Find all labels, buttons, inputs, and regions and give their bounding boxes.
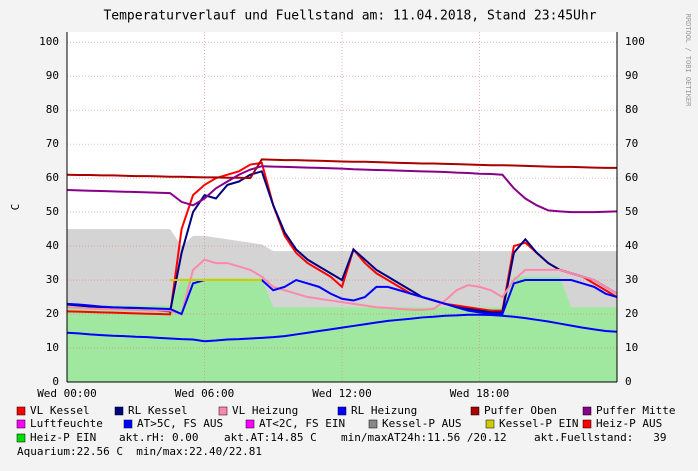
legend-label: Heiz-P AUS [596,417,662,430]
line [66,258,618,316]
x-tick-label: Wed 00:00 [37,387,97,400]
legend-swatch [582,406,592,416]
info-text: min/maxAT24h:11.56 /20.12 [341,431,507,444]
line [66,161,618,316]
y-tick-label: 70 [625,137,638,150]
y-tick-label: 100 [39,35,59,48]
legend-label: VL Heizung [232,404,298,417]
y-tick-label: 80 [625,103,638,116]
y-tick-label: 60 [625,171,638,184]
y-tick-label: 50 [625,205,638,218]
y-tick-label: 100 [625,35,645,48]
y-tick-label: 40 [625,239,638,252]
legend-swatch [16,406,26,416]
y-tick-label: 90 [46,69,59,82]
legend-label: Puffer Oben [484,404,557,417]
info-text: akt.AT:14.85 C [224,431,317,444]
line [66,165,618,214]
legend-label: Kessel-P AUS [382,417,461,430]
legend-swatch [368,419,378,429]
y-tick-label: 20 [46,307,59,320]
legend-swatch [485,419,495,429]
legend-swatch [16,419,26,429]
y-tick-label: 30 [625,273,638,286]
legend-label: RL Heizung [351,404,417,417]
y-tick-label: 50 [46,205,59,218]
legend-swatch [218,406,228,416]
legend-label: Puffer Mitte [596,404,675,417]
legend-swatch [582,419,592,429]
info-text: akt.rH: 0.00 [119,431,198,444]
y-tick-label: 10 [625,341,638,354]
legend-label: VL Kessel [30,404,90,417]
legend-swatch [16,433,26,443]
y-tick-label: 70 [46,137,59,150]
y-tick-label: 20 [625,307,638,320]
legend-label: AT<2C, FS EIN [259,417,345,430]
y-tick-label: 40 [46,239,59,252]
x-tick-label: Wed 18:00 [450,387,510,400]
y-tick-label: 0 [625,375,632,388]
legend-label: RL Kessel [128,404,188,417]
y-tick-label: 30 [46,273,59,286]
legend-swatch [114,406,124,416]
legend-swatch [123,419,133,429]
legend-label: Kessel-P EIN [499,417,578,430]
y-tick-label: 60 [46,171,59,184]
legend-swatch [245,419,255,429]
y-axis-label: C [9,204,22,211]
legend-swatch [470,406,480,416]
legend-label: Luftfeuchte [30,417,103,430]
x-tick-label: Wed 06:00 [175,387,235,400]
line [66,313,618,343]
info-text: akt.Fuellstand: 39 [534,431,666,444]
info-text: Aquarium:22.56 C min/max:22.40/22.81 [17,445,262,458]
legend-label: Heiz-P EIN [30,431,96,444]
chart-title: Temperaturverlauf und Fuellstand am: 11.… [103,9,596,24]
legend-swatch [337,406,347,416]
y-tick-label: 90 [625,69,638,82]
legend-label: AT>5C, FS AUS [137,417,223,430]
line [66,278,618,316]
y-tick-label: 80 [46,103,59,116]
x-tick-label: Wed 12:00 [312,387,372,400]
watermark: RRDTOOL / TOBI OETIKER [684,14,692,108]
y-tick-label: 0 [52,375,59,388]
line [66,158,617,180]
y-tick-label: 10 [46,341,59,354]
